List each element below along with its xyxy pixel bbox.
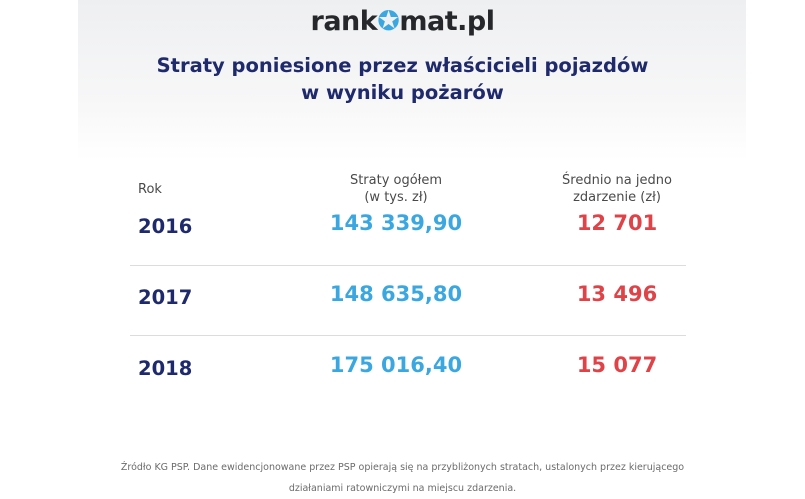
source-footnote: Źródło KG PSP. Dane ewidencjonowane prze… [0,457,805,499]
table-row: 2018 175 016,40 15 077 [0,351,805,391]
rankomat-logo[interactable]: rank✪mat.pl [0,6,805,37]
row-total-losses: 148 635,80 [329,282,463,306]
header-avg-line-2: zdarzenie (zł) [573,190,661,205]
footnote-line-2: działaniami ratowniczymi na miejscu zdar… [288,483,517,494]
row-year: 2016 [138,215,193,238]
row-year: 2018 [138,357,193,380]
footnote-line-1: Źródło KG PSP. Dane ewidencjonowane prze… [120,462,685,473]
row-total-losses: 175 016,40 [329,353,463,377]
title-line-2: w wyniku pożarów [301,81,504,104]
logo-text-start: rank [310,6,378,37]
header-total-losses: Straty ogółem (w tys. zł) [316,172,476,206]
row-divider [130,335,686,336]
header-year: Rok [138,182,162,197]
row-total-losses: 143 339,90 [329,211,463,235]
row-average: 13 496 [576,282,658,306]
infographic-card [78,0,746,496]
row-average: 12 701 [576,211,658,235]
page-title: Straty poniesione przez właścicieli poja… [0,52,805,106]
logo-star-icon: ✪ [377,6,400,37]
row-divider [130,265,686,266]
header-avg-line-1: Średnio na jedno [562,173,672,188]
title-line-1: Straty poniesione przez właścicieli poja… [156,54,649,77]
logo-text-end: mat.pl [399,6,495,37]
header-total-line-2: (w tys. zł) [364,190,428,205]
table-row: 2017 148 635,80 13 496 [0,280,805,320]
table-row: 2016 143 339,90 12 701 [0,209,805,249]
row-average: 15 077 [576,353,658,377]
header-total-line-1: Straty ogółem [349,173,443,188]
header-average-per-event: Średnio na jedno zdarzenie (zł) [527,172,707,206]
row-year: 2017 [138,286,193,309]
